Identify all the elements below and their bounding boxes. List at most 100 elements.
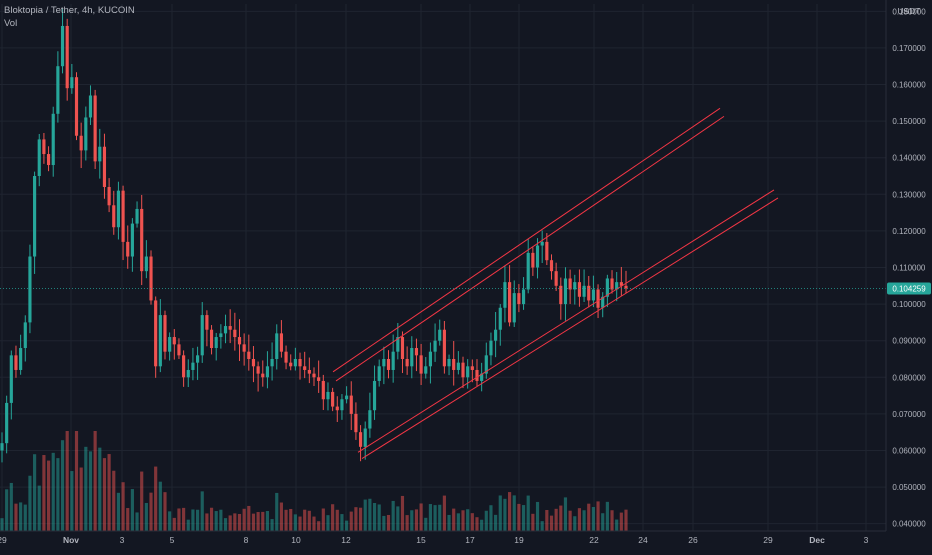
candle-body (307, 369, 311, 374)
volume-bar (489, 505, 493, 531)
price-tick-label: 0.040000 (892, 520, 926, 529)
time-tick-label: 17 (465, 535, 475, 545)
volume-bar (182, 507, 186, 531)
volume-bar (447, 514, 451, 531)
volume-bar (312, 516, 316, 531)
volume-bar (526, 495, 530, 531)
volume-bar (135, 512, 139, 531)
trend-channels[interactable] (332, 107, 779, 459)
candle-body (354, 413, 358, 433)
candle-body (386, 358, 391, 370)
price-tick-label: 0.060000 (892, 446, 926, 455)
volume-bar (112, 470, 116, 531)
volume-bar (456, 513, 460, 531)
candle-body (14, 355, 18, 370)
last-price-value: 0.104259 (892, 285, 926, 294)
time-tick-label: 8 (244, 535, 249, 545)
volume-bar (33, 454, 37, 531)
candle-body (326, 391, 330, 400)
volume-bar (484, 510, 488, 531)
candle-body (251, 358, 256, 367)
volume-bar (442, 495, 446, 531)
price-tick-label: 0.120000 (892, 227, 926, 236)
volume-bar (51, 452, 55, 531)
volume-bar (512, 495, 516, 531)
time-axis[interactable] (0, 531, 886, 550)
volume-bar (289, 508, 293, 531)
volume-bar (577, 508, 582, 531)
volume-bar (615, 519, 619, 531)
candle-body (84, 117, 88, 151)
volume-bar (219, 509, 223, 531)
volume-bar (372, 502, 377, 531)
candle-body (489, 340, 493, 356)
volume-bar (37, 485, 41, 531)
price-tick-label: 0.090000 (892, 337, 926, 346)
candle-body (363, 428, 367, 447)
candle-body (521, 289, 526, 305)
volume-bar (130, 489, 134, 531)
volume-bar (414, 509, 419, 531)
candle-body (573, 282, 577, 290)
time-tick-label: 15 (416, 535, 426, 545)
candle-body (135, 208, 139, 224)
volume-bar (279, 502, 283, 531)
grid (0, 4, 886, 531)
price-tick-label: 0.050000 (892, 483, 926, 492)
volume-bar (521, 505, 526, 531)
volume-bar (610, 510, 614, 531)
candle-body (596, 289, 600, 308)
volume-bar (177, 508, 181, 531)
price-axis[interactable] (886, 0, 932, 550)
upper-channel-line-1[interactable] (332, 107, 721, 373)
candle-body (5, 402, 9, 444)
candle-body (112, 205, 116, 228)
price-axis-ticks: 0.180000 0.170000 0.160000 0.150000 0.140000… (892, 7, 926, 528)
volume-bar (200, 491, 204, 531)
volume-bar (275, 492, 279, 531)
candle-body (405, 358, 409, 367)
lower-channel-line-1[interactable] (357, 189, 775, 453)
candle-body (382, 358, 386, 367)
volume-bar (209, 507, 214, 531)
volume-bar (503, 498, 507, 531)
symbol-title: Bloktopia / Tether, 4h, KUCOIN (4, 5, 135, 16)
candle-body (168, 337, 172, 352)
volume-bar (284, 509, 288, 531)
candle-body (517, 293, 521, 305)
volume-bar (391, 500, 395, 531)
volume-bar (158, 481, 162, 531)
volume-bar (19, 502, 23, 531)
lower-channel-line-2[interactable] (361, 197, 779, 459)
candle-body (28, 256, 32, 323)
volume-bar (172, 517, 176, 531)
candle-body (0, 443, 4, 451)
volume-bar (535, 501, 540, 531)
candle-body (219, 333, 223, 338)
candle-body (298, 358, 302, 367)
candle-body (65, 25, 69, 89)
volume-bar (102, 458, 107, 531)
candle-body (70, 77, 74, 89)
candle-body (368, 410, 372, 429)
upper-channel-line-2[interactable] (335, 115, 725, 382)
candle-body (358, 432, 363, 447)
candle-body (98, 146, 102, 162)
volume-bar (9, 482, 13, 531)
candle-body (498, 307, 502, 330)
volume-bar (517, 503, 521, 531)
candle-body (182, 355, 186, 378)
candle-body (214, 337, 218, 349)
candle-body (377, 366, 381, 381)
candle-body (475, 369, 479, 381)
candle-body (265, 366, 270, 378)
candle-body (615, 282, 619, 290)
candle-body (340, 399, 344, 411)
candle-body (172, 337, 176, 345)
time-tick-label: 3 (864, 535, 869, 545)
volume-bar (307, 510, 311, 531)
candle-body (303, 366, 307, 370)
volume-bar (452, 508, 456, 531)
